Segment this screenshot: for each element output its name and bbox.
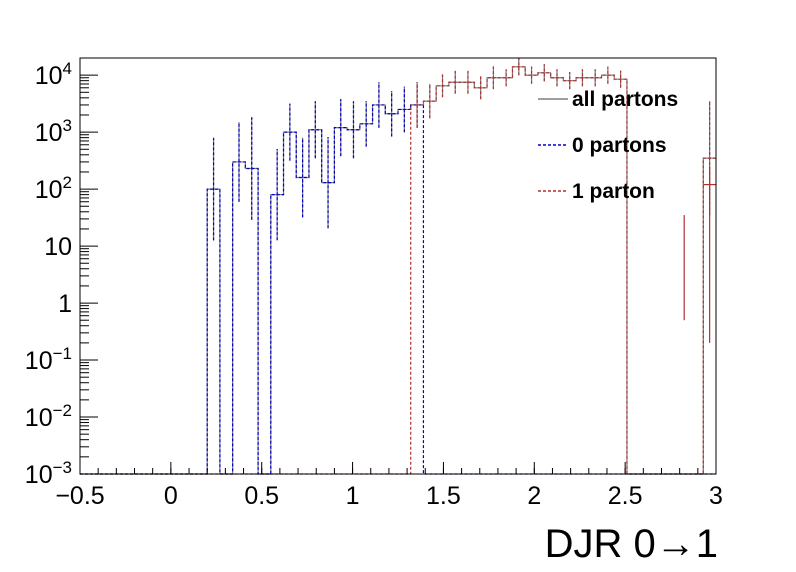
x-tick-label: 0.5 [244,482,279,510]
legend-label: 0 partons [572,134,667,157]
plot-frame [79,57,717,475]
x-tick-label: 2.5 [608,482,643,510]
x-tick-label: 1 [346,482,360,510]
legend: all partons 0 partons 1 parton [538,88,678,203]
legend-label: 1 parton [572,180,655,203]
axis-layer: −0.5 0 0.5 1 1.5 2 2.5 310−310−210−111010210310… [25,57,723,510]
x-tick-label: 2 [527,482,541,510]
series-2-histogram [80,66,716,475]
x-tick-label: 1.5 [426,482,461,510]
y-tick-label: 1 [58,290,72,318]
y-tick-label: 104 [35,59,72,90]
y-tick-label: 10 [44,233,72,261]
x-tick-label: 0 [164,482,178,510]
y-tick-label: 10−2 [25,401,72,432]
x-axis-title: DJR 0→1 [545,522,718,566]
x-tick-label: 3 [709,482,723,510]
legend-label: all partons [572,88,678,111]
x-tick-label: −0.5 [55,482,104,510]
